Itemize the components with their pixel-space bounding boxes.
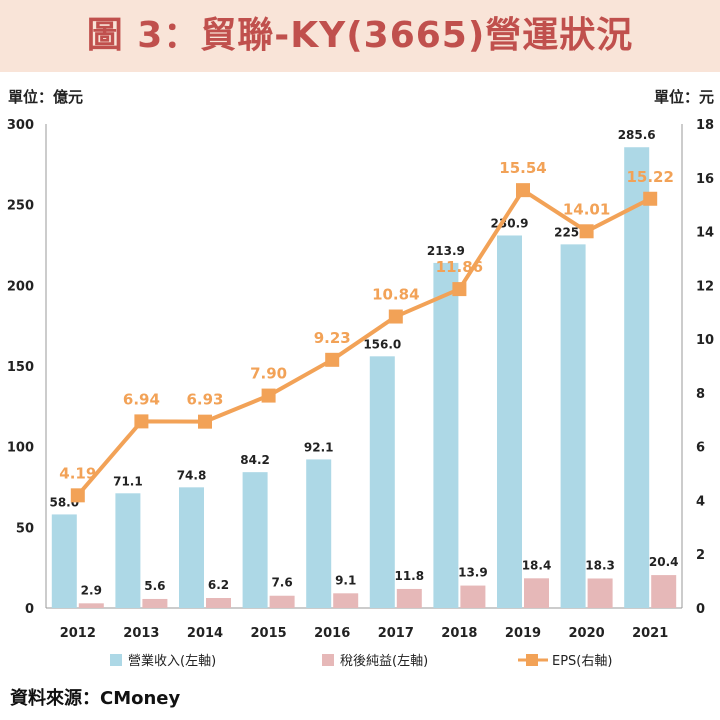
eps-point [388, 309, 403, 324]
eps-point [198, 414, 212, 429]
revenue-bar [306, 459, 332, 608]
net-income-data-label: 18.4 [522, 558, 552, 572]
right-tick-label: 2 [696, 548, 705, 563]
net-income-bar [460, 585, 486, 608]
x-tick-label: 2019 [505, 626, 541, 641]
net-income-bar [524, 578, 549, 608]
right-tick-label: 6 [696, 441, 705, 456]
right-tick-label: 0 [696, 602, 705, 617]
revenue-bar [115, 493, 141, 608]
net-income-data-label: 6.2 [208, 578, 229, 592]
net-income-bar [269, 595, 295, 608]
x-tick-label: 2016 [314, 626, 350, 641]
left-tick-label: 300 [7, 118, 34, 133]
eps-data-label: 6.94 [123, 390, 160, 408]
net-income-data-label: 13.9 [458, 566, 488, 580]
net-income-bar [587, 578, 613, 608]
eps-data-label: 4.19 [59, 464, 96, 482]
revenue-data-label: 92.1 [304, 440, 334, 454]
revenue-data-label: 74.8 [177, 468, 207, 482]
right-tick-label: 10 [696, 333, 714, 348]
right-tick-label: 14 [696, 226, 714, 241]
right-axis-unit: 單位：元 [653, 88, 714, 106]
eps-data-label: 9.23 [314, 329, 351, 347]
legend-revenue-swatch [110, 654, 122, 666]
eps-point [261, 388, 276, 403]
right-tick-label: 12 [696, 279, 714, 294]
eps-point [579, 224, 594, 239]
right-tick-label: 18 [696, 118, 714, 133]
net-income-bar [333, 593, 359, 608]
eps-point [516, 183, 530, 198]
net-income-bar [396, 588, 422, 608]
net-income-bar [78, 603, 104, 608]
revenue-bar [497, 235, 522, 609]
left-tick-label: 0 [25, 602, 34, 617]
eps-point [134, 414, 149, 429]
legend-net-income-label: 稅後純益(左軸) [340, 654, 428, 669]
eps-data-label: 15.54 [499, 159, 546, 177]
eps-data-label: 14.01 [563, 200, 610, 218]
left-tick-label: 50 [16, 521, 34, 536]
eps-point [452, 282, 467, 297]
net-income-bar [206, 597, 231, 608]
revenue-data-label: 71.1 [113, 474, 143, 488]
eps-point [643, 191, 658, 206]
title-band [0, 0, 720, 72]
x-tick-label: 2020 [569, 626, 605, 641]
eps-data-label: 10.84 [372, 286, 419, 304]
revenue-data-label: 84.2 [240, 453, 270, 467]
net-income-bar [651, 575, 677, 608]
revenue-bar [51, 514, 77, 608]
legend-eps-label: EPS(右軸) [552, 654, 612, 669]
eps-point [70, 488, 85, 503]
eps-data-label: 15.22 [626, 168, 673, 186]
net-income-data-label: 18.3 [585, 558, 615, 572]
x-tick-label: 2014 [187, 626, 223, 641]
revenue-data-label: 213.9 [427, 244, 465, 258]
right-tick-label: 8 [696, 387, 705, 402]
net-income-bar [142, 598, 168, 608]
net-income-data-label: 9.1 [335, 573, 356, 587]
net-income-data-label: 20.4 [649, 555, 679, 569]
eps-data-label: 11.86 [436, 258, 483, 276]
eps-point [325, 352, 340, 367]
net-income-data-label: 11.8 [394, 569, 424, 583]
revenue-bar [369, 356, 395, 608]
x-tick-label: 2012 [60, 626, 96, 641]
eps-data-label: 7.90 [250, 365, 287, 383]
left-tick-label: 200 [7, 279, 34, 294]
revenue-bar [242, 472, 268, 608]
x-tick-label: 2017 [378, 626, 414, 641]
revenue-data-label: 285.6 [618, 128, 656, 142]
left-axis-unit: 單位：億元 [8, 88, 84, 106]
x-tick-label: 2015 [251, 626, 287, 641]
net-income-data-label: 5.6 [144, 579, 165, 593]
legend-eps-marker [526, 654, 538, 666]
legend-net-income-swatch [322, 654, 334, 666]
revenue-data-label: 156.0 [363, 337, 401, 351]
revenue-bar [433, 262, 459, 608]
x-tick-label: 2021 [632, 626, 668, 641]
x-tick-label: 2013 [123, 626, 159, 641]
legend-revenue-label: 營業收入(左軸) [128, 653, 216, 669]
net-income-data-label: 7.6 [271, 576, 292, 590]
left-tick-label: 150 [7, 360, 34, 375]
left-tick-label: 100 [7, 441, 34, 456]
right-tick-label: 4 [696, 494, 705, 509]
revenue-bar [624, 147, 650, 608]
revenue-bar [179, 487, 204, 608]
eps-line [76, 188, 652, 497]
revenue-bar [560, 244, 586, 608]
net-income-data-label: 2.9 [81, 583, 102, 597]
x-tick-label: 2018 [441, 626, 477, 641]
chart-title: 圖 3：貿聯-KY(3665)營運狀況 [86, 15, 634, 56]
eps-data-label: 6.93 [186, 391, 223, 409]
right-tick-label: 16 [696, 172, 714, 187]
data-source: 資料來源：CMoney [10, 688, 181, 709]
left-tick-label: 250 [7, 199, 34, 214]
